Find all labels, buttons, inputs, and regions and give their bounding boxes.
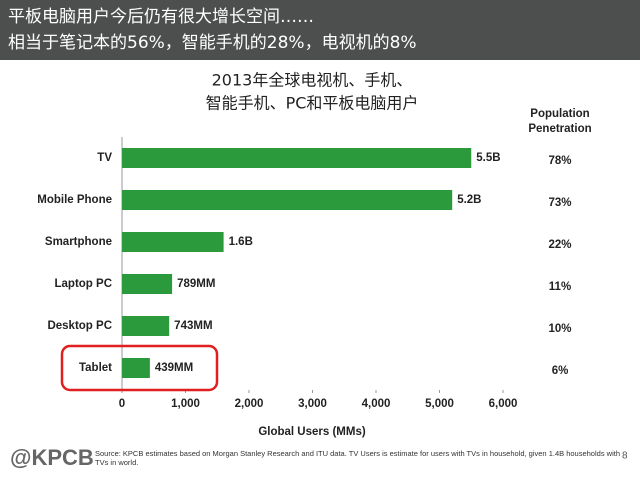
source-note: TVs in world. <box>95 458 138 467</box>
penetration-label: 10% <box>548 323 571 335</box>
column-title: Penetration <box>528 123 591 135</box>
penetration-label: 73% <box>548 197 571 209</box>
value-label: 789MM <box>177 278 215 290</box>
bar <box>122 148 472 168</box>
x-tick-label: 4,000 <box>362 398 391 410</box>
header-line: 相当于笔记本的56%，智能手机的28%，电视机的8% <box>8 33 417 53</box>
bar <box>122 232 224 252</box>
x-tick-label: 2,000 <box>235 398 264 410</box>
highlight-box <box>60 344 219 392</box>
penetration-label: 6% <box>552 365 569 377</box>
page-number: 8 <box>622 451 628 462</box>
x-tick-label: 6,000 <box>489 398 518 410</box>
value-label: 5.5B <box>476 152 500 164</box>
value-label: 743MM <box>174 320 212 332</box>
y-tick-label: Smartphone <box>45 236 112 248</box>
x-axis-label: Global Users (MMs) <box>258 426 366 438</box>
x-tick-label: 5,000 <box>425 398 454 410</box>
penetration-label: 78% <box>548 155 571 167</box>
penetration-label: 11% <box>549 281 571 293</box>
y-tick-label: Desktop PC <box>47 320 112 332</box>
chart-title: 2013年全球电视机、手机、 <box>212 71 413 90</box>
x-tick-label: 0 <box>119 398 125 410</box>
value-label: 439MM <box>155 362 193 374</box>
bar <box>122 274 173 294</box>
y-tick-label: Mobile Phone <box>37 194 112 206</box>
bar <box>122 190 453 210</box>
y-tick-label: Tablet <box>79 362 112 374</box>
value-label: 1.6B <box>229 236 253 248</box>
x-tick-label: 1,000 <box>171 398 200 410</box>
penetration-label: 22% <box>548 239 571 251</box>
bar <box>122 316 170 336</box>
column-title: Population <box>530 108 589 120</box>
logo: @KPCB <box>10 445 94 470</box>
bar <box>122 358 150 378</box>
header-line: 平板电脑用户今后仍有很大增长空间…… <box>8 7 314 27</box>
y-tick-label: TV <box>97 152 112 164</box>
header-band <box>0 0 640 60</box>
source-note: Source: KPCB estimates based on Morgan S… <box>95 449 620 458</box>
value-label: 5.2B <box>457 194 481 206</box>
y-tick-label: Laptop PC <box>55 278 113 290</box>
x-tick-label: 3,000 <box>298 398 327 410</box>
chart-title: 智能手机、PC和平板电脑用户 <box>206 94 419 113</box>
